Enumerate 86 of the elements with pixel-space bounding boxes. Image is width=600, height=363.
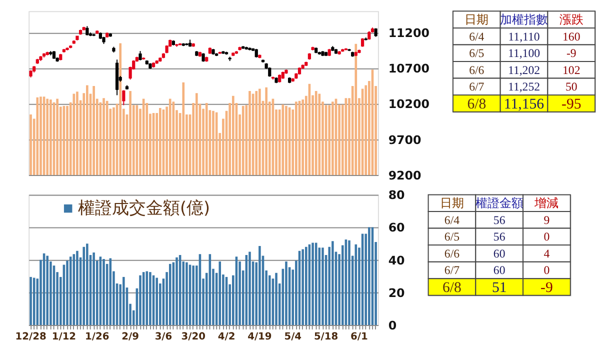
x-tick-label: 5/18	[314, 331, 338, 342]
text: -9	[566, 46, 576, 60]
text: -95	[562, 96, 582, 112]
text: 6/6	[444, 246, 460, 260]
text: 56	[493, 230, 506, 244]
y-tick-label: 40	[388, 253, 405, 268]
bar	[248, 252, 251, 325]
y-tick-label: 10200	[388, 97, 430, 112]
text: 11,100	[508, 46, 540, 60]
y-tick-label: 0	[388, 318, 397, 332]
bar	[275, 272, 278, 325]
bar	[186, 262, 188, 325]
bar	[322, 248, 324, 325]
text: 56	[493, 212, 506, 227]
bar	[176, 257, 178, 325]
bar	[46, 256, 48, 325]
text: 60	[493, 263, 506, 278]
x-tick-label: 4/2	[218, 331, 236, 342]
text: 4	[544, 246, 550, 260]
bar	[348, 240, 350, 325]
candlestick	[138, 50, 142, 61]
x-tick-label: 2/9	[122, 331, 140, 342]
text: 6/8	[442, 280, 462, 296]
text: 6/4	[469, 29, 484, 44]
x-tick-label: 1/26	[85, 331, 110, 342]
bar	[285, 261, 288, 325]
bar	[312, 242, 314, 325]
text: 6/8	[467, 96, 486, 112]
bar	[305, 246, 308, 325]
bar	[82, 246, 85, 325]
legend-label: 權證成交金額(億)	[78, 197, 210, 218]
text: -9	[540, 280, 553, 296]
x-tick-label: 3/20	[181, 331, 206, 342]
x-tick-label: 1/12	[52, 331, 76, 342]
x-tick-label: 6/1	[350, 331, 368, 342]
bar	[258, 246, 261, 325]
bar	[92, 252, 95, 325]
bar	[102, 259, 105, 325]
text: 0	[544, 263, 550, 278]
bar	[156, 278, 158, 325]
text: 160	[562, 29, 580, 44]
text: 11,252	[508, 80, 540, 94]
category-label: 增減	[534, 196, 559, 210]
bar	[86, 244, 88, 325]
text: 60	[493, 246, 506, 260]
y-tick-label: 60	[388, 220, 405, 235]
text: 6/7	[469, 80, 484, 94]
bar	[302, 249, 304, 325]
candlestick	[86, 26, 89, 36]
category-label: 日期	[464, 12, 489, 27]
text: 11,156	[504, 96, 544, 112]
x-tick-label: 5/4	[284, 331, 302, 342]
y-tick-label: 10700	[388, 62, 430, 76]
text: 6/5	[469, 46, 484, 60]
text: 50	[565, 80, 578, 94]
text: 6/4	[444, 212, 460, 227]
y-tick-label: 80	[388, 188, 405, 202]
text: 6/6	[469, 62, 484, 77]
text: 9	[544, 212, 550, 227]
bar	[192, 266, 194, 325]
text: 6/5	[444, 230, 460, 244]
y-tick-label: 20	[388, 286, 405, 300]
text: 0	[544, 230, 550, 244]
category-label: 漲跌	[559, 12, 584, 27]
text: 102	[562, 62, 580, 77]
bar	[66, 260, 68, 325]
x-tick-label: 12/28	[15, 331, 46, 342]
bar	[332, 241, 334, 325]
y-tick-label: 9700	[388, 132, 422, 147]
bar	[218, 261, 222, 325]
y-tick-label: 11200	[388, 26, 430, 40]
x-tick-label: 4/19	[248, 331, 272, 342]
candlestick	[122, 90, 126, 106]
bar	[122, 276, 125, 325]
bar	[139, 275, 142, 325]
bar	[368, 227, 370, 325]
text: 6/7	[444, 263, 460, 278]
bar	[30, 276, 32, 325]
x-tick-label: 3/6	[154, 331, 172, 342]
bar	[149, 272, 152, 325]
category-label: 日期	[440, 196, 464, 210]
text: 11,202	[508, 62, 540, 77]
y-tick-label: 9200	[388, 168, 422, 182]
text: 11,110	[508, 29, 540, 44]
bar	[76, 250, 78, 325]
text: 51	[492, 280, 507, 296]
